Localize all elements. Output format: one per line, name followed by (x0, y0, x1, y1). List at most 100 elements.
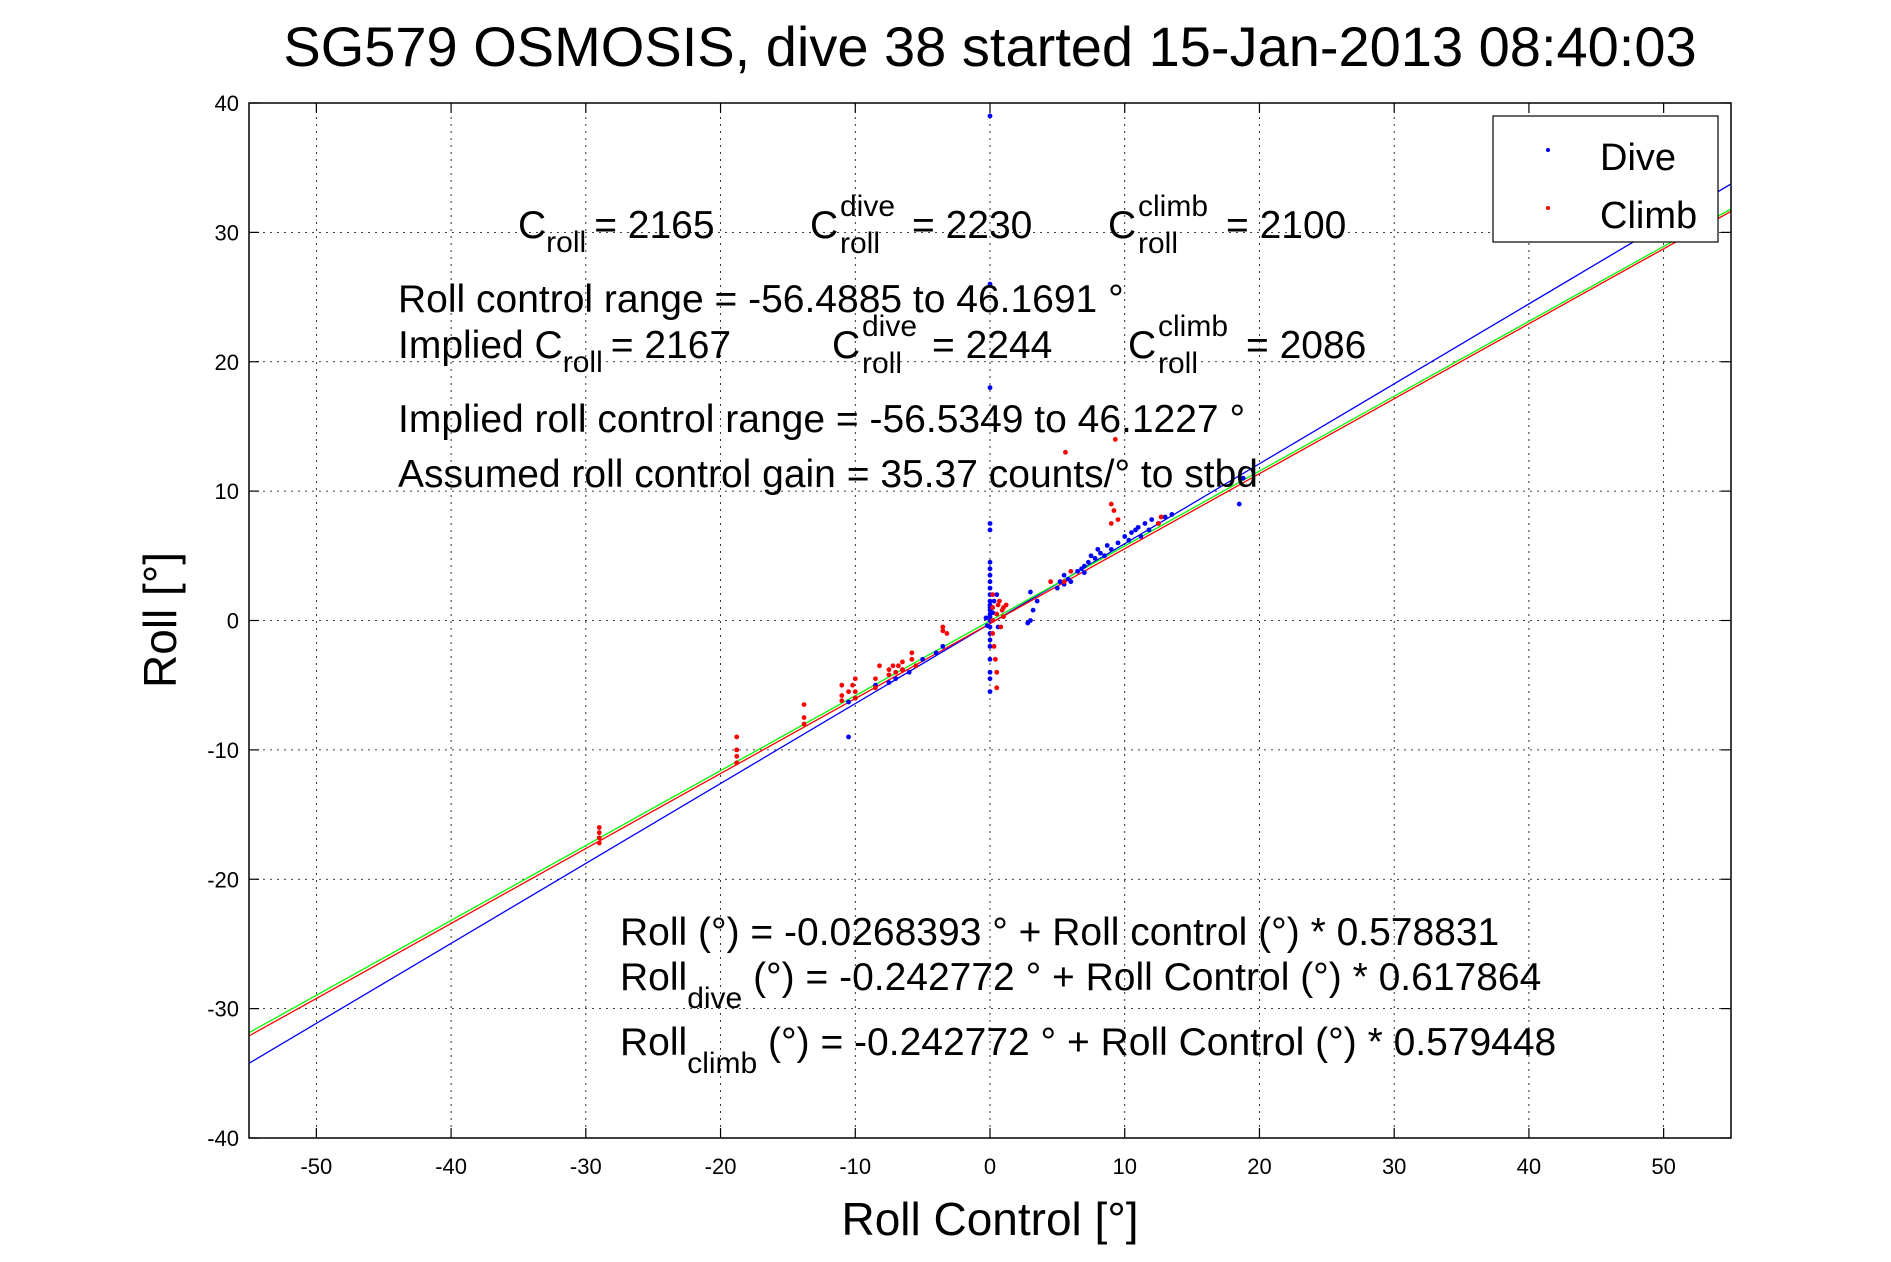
dive-point (1162, 514, 1168, 520)
dive-point (1102, 553, 1107, 559)
dive-point (990, 610, 996, 616)
climb-point (801, 721, 807, 727)
dive-point (1081, 570, 1087, 576)
climb-point (839, 693, 845, 698)
climb-point (596, 830, 602, 836)
x-tick-label: -10 (839, 1154, 871, 1179)
climb-point (1111, 508, 1117, 513)
dive-point (987, 566, 993, 572)
climb-point (873, 676, 878, 682)
annot-fit-dive: Rolldive (°) = -0.242772 ° + Roll Contro… (620, 956, 1541, 1015)
x-tick-label: 30 (1382, 1154, 1406, 1179)
y-tick-label: -40 (207, 1126, 239, 1151)
y-axis-label: Roll [°] (134, 552, 186, 688)
climb-point (734, 747, 740, 753)
annot-roll-control-range: Roll control range = -56.4885 to 46.1691… (398, 278, 1124, 321)
climb-point (839, 682, 845, 688)
dive-point (987, 521, 993, 526)
dive-point (1142, 521, 1148, 526)
annot-c-roll-climb: C (1108, 204, 1136, 247)
x-tick-label: -30 (570, 1154, 602, 1179)
climb-point (913, 663, 919, 669)
climb-point (998, 624, 1004, 630)
climb-point (997, 598, 1002, 604)
legend-marker-climb (1546, 206, 1550, 210)
annot-fit-overall: Roll (°) = -0.0268393 ° + Roll control (… (620, 911, 1499, 954)
dive-point (987, 527, 993, 533)
climb-point (1061, 579, 1067, 585)
climb-point (994, 685, 1000, 691)
climb-point (839, 698, 845, 704)
climb-point (852, 689, 858, 695)
dive-point (994, 592, 1000, 598)
climb-point (990, 605, 996, 610)
annot-c-roll-climb-value: = 2100 (1226, 204, 1346, 247)
climb-point (850, 682, 855, 688)
climb-point (994, 669, 1000, 675)
annot-fit-climb: Rollclimb (°) = -0.242772 ° + Roll Contr… (620, 1021, 1556, 1080)
dive-point (1115, 540, 1121, 546)
climb-point (900, 659, 905, 665)
annot-implied-c-roll-climb-sup: climb (1158, 310, 1228, 343)
dive-point (987, 656, 993, 662)
x-tick-label: 20 (1247, 1154, 1271, 1179)
climb-point (1156, 521, 1161, 526)
climb-point (909, 650, 915, 656)
climb-point (886, 672, 892, 678)
dive-point (1092, 556, 1098, 561)
annotations: Croll = 2165 C dive roll = 2230 C climb r… (398, 190, 1556, 1080)
dive-point (987, 689, 993, 695)
dive-point (1135, 524, 1141, 530)
x-tick-label: -40 (435, 1154, 467, 1179)
dive-point (1030, 607, 1036, 613)
dive-point (1108, 546, 1114, 552)
legend-label-dive: Dive (1600, 137, 1676, 179)
y-tick-label: -10 (207, 738, 239, 763)
climb-point (994, 611, 1000, 617)
climb-point (1003, 602, 1009, 608)
climb-point (734, 753, 740, 759)
climb-point (734, 760, 740, 766)
annot-implied-c-roll-dive-value: = 2244 (932, 324, 1052, 367)
data-points (596, 113, 1246, 846)
dive-point (987, 598, 993, 604)
climb-point (909, 656, 915, 662)
y-tick-label: 40 (215, 91, 239, 116)
dive-point (1081, 563, 1087, 569)
dive-point (1149, 517, 1155, 522)
climb-point (801, 702, 807, 707)
climb-point (846, 689, 851, 695)
climb-point (734, 734, 740, 740)
climb-point (990, 592, 996, 598)
climb-point (1112, 436, 1118, 442)
dive-point (1025, 620, 1031, 626)
annot-assumed-gain: Assumed roll control gain = 35.37 counts… (398, 453, 1258, 496)
dive-point (933, 650, 939, 656)
dive-point (920, 656, 926, 662)
annot-c-roll-dive-sup: dive (840, 190, 895, 223)
dive-point (987, 643, 993, 649)
dive-point (1098, 550, 1103, 556)
dive-point (984, 623, 990, 629)
climb-point (873, 685, 878, 691)
x-tick-label: 0 (984, 1154, 996, 1179)
annot-implied-c-roll-climb-sub: roll (1158, 347, 1198, 380)
climb-point (801, 715, 807, 720)
dive-point (983, 615, 989, 621)
x-axis-label: Roll Control [°] (841, 1193, 1138, 1245)
dive-point (987, 669, 993, 675)
climb-point (852, 676, 858, 682)
dive-point (1068, 579, 1074, 585)
climb-point (890, 663, 896, 669)
dive-point (1075, 568, 1080, 574)
annot-implied-c-roll-climb: C (1128, 324, 1156, 367)
dive-point (987, 637, 993, 643)
y-tick-label: -20 (207, 867, 239, 892)
dive-point (1104, 543, 1110, 548)
y-tick-label: 10 (215, 479, 239, 504)
legend-marker-dive (1546, 148, 1550, 152)
dive-point (1088, 553, 1094, 559)
climb-point (596, 835, 602, 841)
dive-point (1122, 534, 1128, 539)
climb-point (991, 643, 997, 649)
